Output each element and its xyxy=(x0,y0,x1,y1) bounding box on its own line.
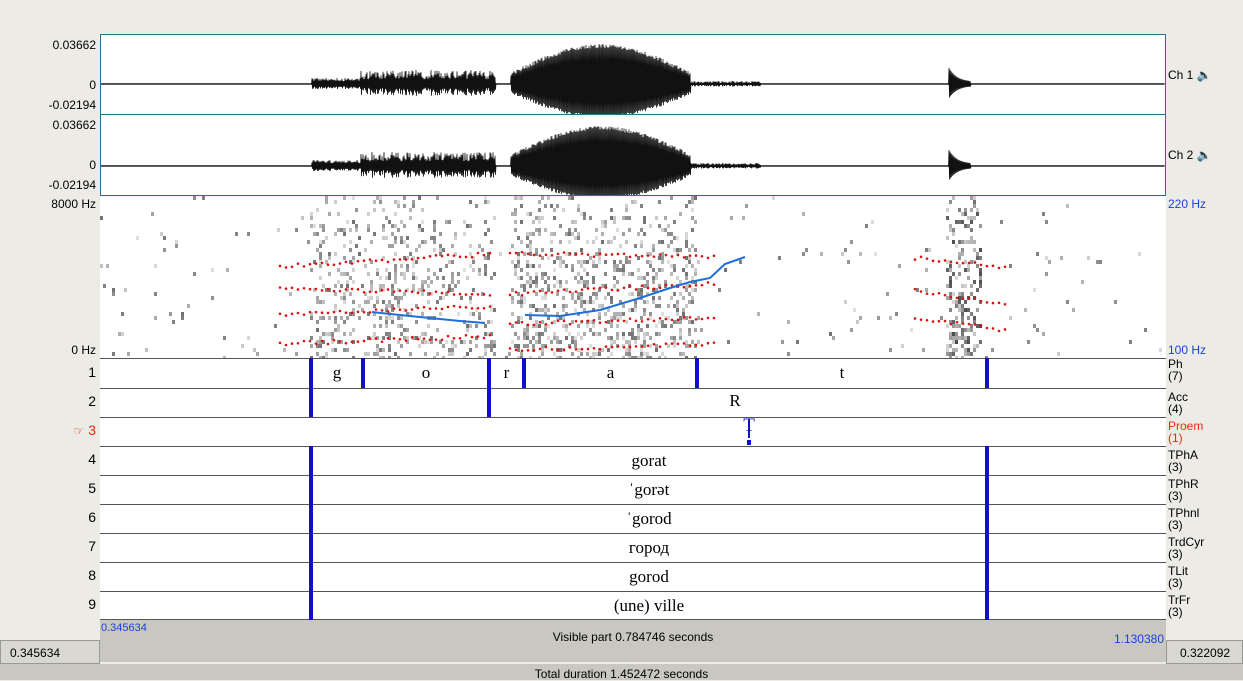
tier-number[interactable]: 7 xyxy=(60,538,96,554)
speaker-icon[interactable]: 🔈 xyxy=(1197,148,1212,162)
segment-label[interactable]: a xyxy=(526,363,695,383)
segment-label[interactable]: r xyxy=(491,363,522,383)
tier-name[interactable]: TPhA (3) xyxy=(1168,449,1198,473)
tier-number[interactable]: 1 xyxy=(60,364,96,380)
tier-number[interactable]: 6 xyxy=(60,509,96,525)
accent-label[interactable]: R xyxy=(700,391,770,411)
interval-boundary[interactable] xyxy=(487,388,491,417)
trfr-label[interactable]: (une) ville xyxy=(313,596,985,616)
tier-name[interactable]: Ph (7) xyxy=(1168,358,1183,382)
waveform-2-svg xyxy=(101,115,1165,195)
ch2-zero-label: 0 xyxy=(20,158,96,172)
tlit-label[interactable]: gorod xyxy=(313,567,985,587)
segment-label[interactable]: g xyxy=(313,363,361,383)
spectrogram-fmax-label: 8000 Hz xyxy=(20,197,96,211)
tier-number-active[interactable]: ☞ 3 xyxy=(60,422,96,438)
ch1-max-label: 0.03662 xyxy=(20,38,96,52)
tpha-label[interactable]: gorat xyxy=(313,451,985,471)
tier-count: (4) xyxy=(1168,402,1183,416)
ch1-label[interactable]: Ch 1 🔈 xyxy=(1168,68,1212,82)
ch2-min-label: -0.02194 xyxy=(20,178,96,192)
tier-name[interactable]: Acc (4) xyxy=(1168,391,1188,415)
pitch-max-label: 220 Hz xyxy=(1168,197,1206,211)
total-duration-label: Total duration 1.452472 seconds xyxy=(0,667,1243,681)
pitch-min-label: 100 Hz xyxy=(1168,343,1206,357)
tier-count: (3) xyxy=(1168,518,1183,532)
tier-count: (3) xyxy=(1168,489,1183,503)
speaker-icon[interactable]: 🔈 xyxy=(1197,68,1212,82)
left-time: 0.345634 xyxy=(10,646,60,660)
tier-number[interactable]: 8 xyxy=(60,567,96,583)
tier-number[interactable]: 4 xyxy=(60,451,96,467)
spectrogram-panel[interactable] xyxy=(100,196,1166,358)
segment-label[interactable]: t xyxy=(699,363,985,383)
right-time: 0.322092 xyxy=(1180,646,1230,660)
segment-label[interactable]: o xyxy=(365,363,487,383)
tphr-label[interactable]: ˈgorət xyxy=(313,480,985,500)
tier-count: (1) xyxy=(1168,431,1183,445)
ch2-label[interactable]: Ch 2 🔈 xyxy=(1168,148,1212,162)
tier-count: (3) xyxy=(1168,576,1183,590)
visible-part-label[interactable]: Visible part 0.784746 seconds xyxy=(100,630,1166,644)
tier-name[interactable]: TrFr (3) xyxy=(1168,594,1190,618)
tier-count: (3) xyxy=(1168,605,1183,619)
pointing-hand-icon: ☞ xyxy=(74,424,85,438)
tier-number-3: 3 xyxy=(88,422,96,438)
tier-3-proem[interactable] xyxy=(100,417,1166,446)
tphnl-label[interactable]: ˈgorod xyxy=(313,509,985,529)
visible-end-time[interactable]: 1.130380 xyxy=(1100,632,1164,646)
tier-count: (3) xyxy=(1168,547,1183,561)
tier-2-acc[interactable] xyxy=(100,388,1166,417)
spectrogram-fmin-label: 0 Hz xyxy=(20,343,96,357)
tier-count: (3) xyxy=(1168,460,1183,474)
tier-number[interactable]: 9 xyxy=(60,596,96,612)
waveform-1-svg xyxy=(101,35,1165,114)
trdcyr-label[interactable]: город xyxy=(313,538,985,558)
tier-number[interactable]: 5 xyxy=(60,480,96,496)
tier-name[interactable]: TrdCyr (3) xyxy=(1168,536,1204,560)
tier-count: (7) xyxy=(1168,369,1183,383)
tier-name[interactable]: TLit (3) xyxy=(1168,565,1188,589)
interval-boundary[interactable] xyxy=(309,388,313,417)
tier-name-active[interactable]: Proem (1) xyxy=(1168,420,1203,444)
tier-name[interactable]: TPhR (3) xyxy=(1168,478,1199,502)
interval-boundary[interactable] xyxy=(309,446,313,620)
point-marker-base xyxy=(747,440,751,445)
tier-number[interactable]: 2 xyxy=(60,393,96,409)
interval-boundary[interactable] xyxy=(985,358,989,388)
ch1-min-label: -0.02194 xyxy=(20,98,96,112)
ch1-name: Ch 1 xyxy=(1168,68,1193,82)
waveform-channel-2[interactable] xyxy=(100,114,1166,196)
tier-name[interactable]: TPhnl (3) xyxy=(1168,507,1199,531)
ch2-max-label: 0.03662 xyxy=(20,118,96,132)
interval-boundary[interactable] xyxy=(985,446,989,620)
proem-label[interactable]: T xyxy=(729,415,769,437)
ch2-name: Ch 2 xyxy=(1168,148,1193,162)
spectrogram-svg xyxy=(100,196,1166,358)
ch1-zero-label: 0 xyxy=(20,78,96,92)
waveform-channel-1[interactable] xyxy=(100,34,1166,115)
